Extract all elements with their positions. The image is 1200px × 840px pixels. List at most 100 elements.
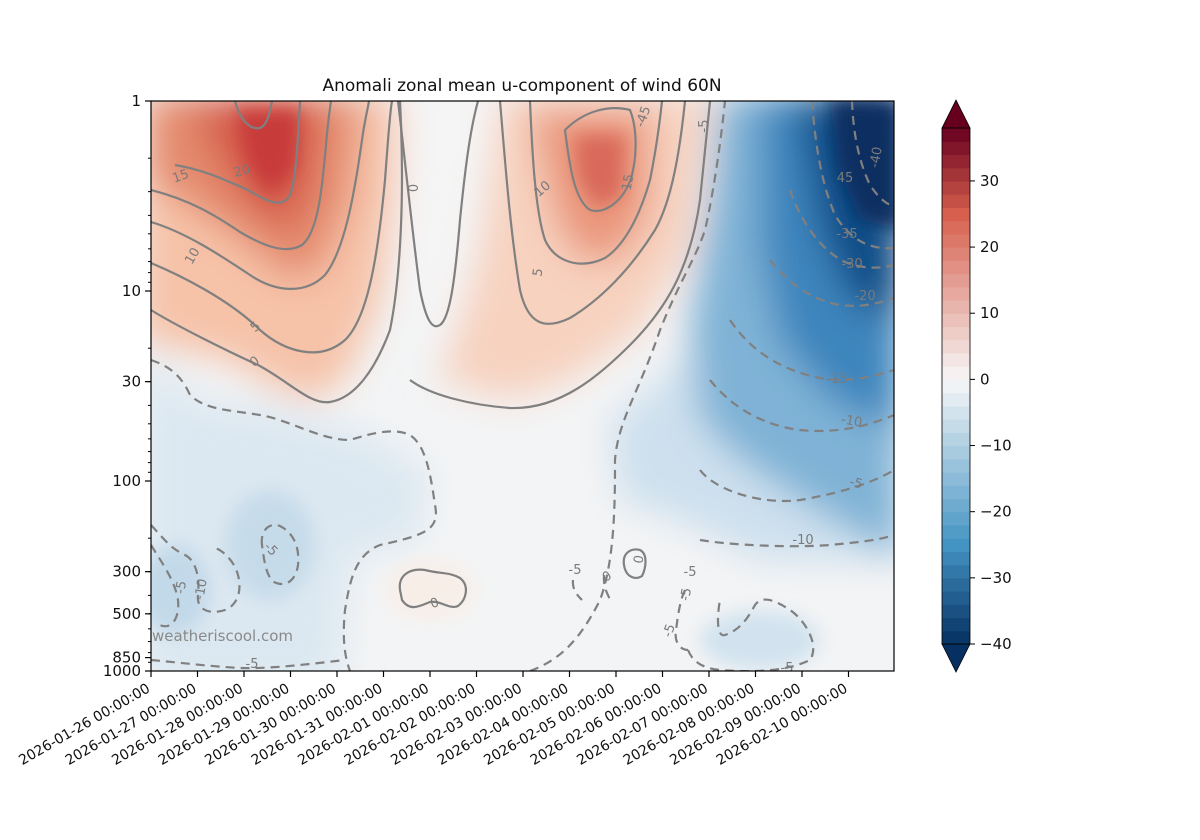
contour-5-right — [498, 101, 687, 325]
y-tick-label-1: 1 — [131, 92, 141, 110]
colorbar-band — [942, 167, 970, 182]
colorbar-band — [942, 485, 970, 500]
colorbar-band — [942, 551, 970, 566]
colorbar-band — [942, 577, 970, 592]
colorbar-band — [942, 591, 970, 605]
colorbar-tick-label-7: −40 — [980, 635, 1012, 653]
colorbar-band — [942, 154, 970, 169]
colorbar-band — [942, 194, 970, 208]
colorbar-band — [942, 180, 970, 195]
watermark: weatheriscool.com — [152, 627, 293, 645]
contour-minus15 — [709, 379, 894, 433]
contour-label-2: 10 — [182, 245, 203, 267]
contour-15-left — [151, 101, 333, 251]
colorbar-band — [942, 286, 970, 301]
contour-minus30 — [769, 259, 894, 307]
contour-minus20 — [729, 319, 894, 381]
colorbar-band — [942, 260, 970, 275]
field-negative-blob-1 — [225, 490, 315, 600]
colorbar-band — [942, 366, 970, 380]
contour-minus10-left — [151, 544, 180, 628]
contour-0-mid — [396, 101, 480, 328]
contour-15-right — [563, 107, 637, 213]
contour-20-left — [174, 101, 302, 204]
contour-minus5-right — [529, 101, 727, 671]
field-positive-peak-3 — [575, 135, 625, 208]
y-tick-label-100: 100 — [112, 472, 141, 490]
colorbar-band — [942, 339, 970, 354]
contour-label-19: -5 — [173, 580, 190, 595]
colorbar-band — [942, 617, 970, 632]
colorbar-band — [942, 472, 970, 486]
contour-minus40 — [810, 101, 894, 250]
colorbar-tick-label-5: −20 — [980, 503, 1012, 521]
colorbar-band — [942, 511, 970, 526]
contour-label-23: -5 — [569, 563, 582, 578]
field-neutral-blob — [385, 560, 475, 620]
y-tick-label-30: 30 — [122, 373, 141, 391]
contour-minus5-islands — [571, 574, 612, 601]
contour-label-1: 20 — [232, 162, 252, 181]
contour-peak-left — [233, 101, 274, 130]
contour-label-22: -5 — [246, 657, 259, 672]
contour-label-28: -5 — [781, 661, 794, 676]
contour-minus10-blob — [260, 523, 300, 586]
colorbar-tick-label-0: 30 — [980, 172, 999, 190]
contour-label-18: -10 — [792, 533, 813, 548]
contour-label-27: -5 — [660, 622, 679, 639]
contour-10-left — [151, 101, 371, 290]
colorbar-extend-bottom — [941, 643, 971, 673]
field-positive-peak-2 — [235, 110, 300, 195]
contour-label-31: -5 — [697, 120, 712, 133]
colorbar-tick-label-6: −30 — [980, 569, 1012, 587]
contour-minus5-bottom-right — [699, 533, 894, 548]
colorbar: 30 20 10 0 −10 −20 −30 −40 — [941, 99, 1012, 673]
contour-10-right — [528, 101, 664, 265]
contours-solid — [151, 101, 712, 609]
contour-minus45 — [850, 101, 894, 208]
contour-label-20: -10 — [192, 578, 210, 602]
contour-label-12: -35 — [836, 227, 857, 242]
colorbar-band — [942, 564, 970, 579]
contour-0-left — [151, 101, 404, 404]
contour-label-9: -45 — [633, 104, 654, 129]
colorbar-band — [942, 273, 970, 288]
contour-minus5-upper — [151, 358, 437, 671]
colorbar-extend-top — [941, 99, 971, 129]
contour-label-16: -10 — [840, 412, 864, 430]
colorbar-band — [942, 630, 970, 645]
chart-title: Anomali zonal mean u-component of wind 6… — [322, 76, 721, 96]
contour-0-island — [398, 568, 467, 609]
contour-label-14: -20 — [854, 289, 875, 304]
colorbar-band — [942, 498, 970, 513]
contour-minus5-left — [151, 524, 241, 613]
colorbar-band — [942, 141, 970, 156]
contour-label-17: -5 — [848, 475, 864, 493]
y-tick-label-300: 300 — [112, 563, 141, 581]
contour-minus5-lower-right-2 — [674, 589, 689, 652]
colorbar-band — [942, 458, 970, 473]
colorbar-band — [942, 524, 970, 539]
colorbar-band — [942, 352, 970, 367]
colorbar-band — [942, 432, 970, 447]
contour-label-8: 0 — [407, 184, 422, 192]
contours-dashed — [151, 101, 894, 671]
y-tick-label-10: 10 — [122, 282, 141, 300]
contour-minus5-lower-right — [686, 598, 815, 671]
contour-label-6: 15 — [620, 173, 638, 192]
anomaly-field-detail — [151, 101, 894, 670]
contour-0-small — [622, 548, 647, 579]
contour-0-right — [409, 101, 712, 410]
colorbar-frame — [941, 127, 971, 645]
colorbar-tick-label-2: 10 — [980, 304, 999, 322]
colorbar-band — [942, 128, 970, 142]
field-negative-blob-3 — [700, 610, 820, 670]
contour-label-0: 15 — [170, 167, 191, 187]
colorbar-band — [942, 405, 970, 420]
colorbar-band — [942, 220, 970, 235]
contour-label-10: 45 — [837, 171, 854, 186]
colorbar-band — [942, 419, 970, 433]
colorbar-band — [942, 379, 970, 394]
